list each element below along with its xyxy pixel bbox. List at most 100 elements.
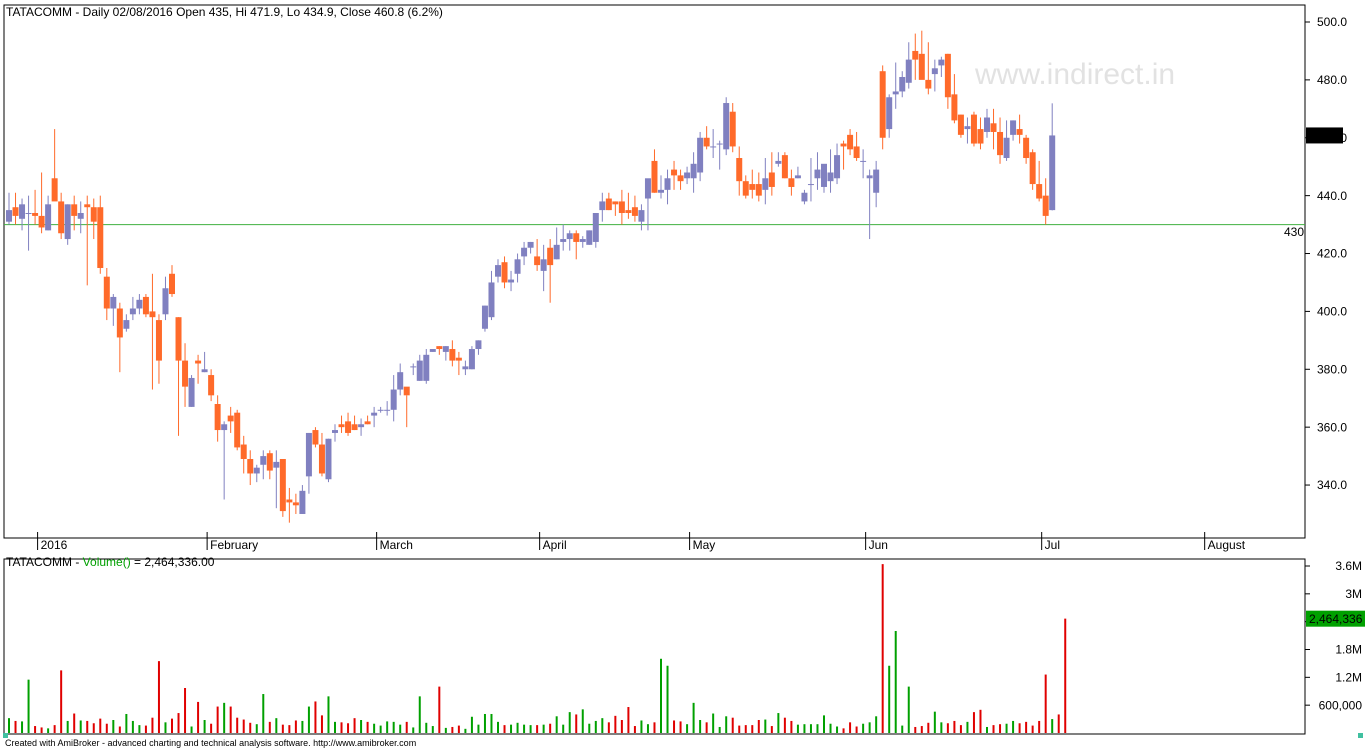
price-tick-label: 480.0 (1317, 73, 1347, 87)
candle-body (873, 169, 880, 193)
volume-bars (8, 564, 1067, 733)
candles (6, 30, 1056, 523)
month-tick-label: May (693, 538, 716, 552)
candle-body (332, 430, 338, 433)
candle-body (162, 288, 169, 315)
candle-body (221, 424, 228, 431)
candle-body (788, 178, 795, 187)
candle-body (814, 169, 821, 179)
candle-body (51, 178, 58, 202)
candle-body (840, 143, 847, 147)
candle-body (573, 233, 580, 242)
candle-body (605, 198, 612, 211)
candle-body (410, 366, 417, 368)
candle-body (188, 377, 195, 407)
candle-body (710, 146, 717, 148)
candle-body (19, 204, 26, 219)
candle-body (527, 241, 534, 248)
candle-body (84, 204, 91, 208)
candle-body (481, 305, 488, 329)
candle-body (403, 386, 410, 396)
candle-body (475, 340, 482, 350)
candle-body (286, 499, 293, 503)
candle-body (847, 134, 854, 150)
candle-body (618, 201, 625, 214)
month-tick-label: 2016 (41, 538, 68, 552)
last-volume-label: 2,464,336 (1309, 612, 1363, 626)
candle-body (12, 207, 19, 216)
candle-body (781, 155, 788, 179)
candle-body (234, 412, 241, 448)
candle-body (155, 320, 162, 361)
candle-body (129, 308, 136, 315)
candle-body (755, 184, 762, 196)
candle-body (612, 201, 619, 205)
candle-body (951, 94, 958, 121)
month-tick-label: March (380, 538, 413, 552)
scroll-marker-right[interactable] (1358, 733, 1363, 738)
candle-body (182, 360, 189, 387)
candle-body (736, 158, 743, 182)
candle-body (123, 320, 130, 329)
candle-body (501, 262, 508, 283)
price-y-axis: 500.0480.0460.0440.0420.0400.0380.0360.0… (1305, 15, 1347, 492)
candle-body (827, 172, 834, 182)
candle-body (429, 349, 436, 352)
candle-body (644, 178, 651, 199)
candle-body (71, 204, 78, 216)
volume-symbol: TATACOMM (6, 555, 72, 569)
last-close-label: 460.8 (1309, 129, 1339, 143)
candle-body (899, 76, 906, 92)
candle-body (260, 456, 267, 465)
candle-body (305, 432, 312, 477)
candle-body (886, 97, 893, 130)
candle-body (371, 412, 378, 416)
candle-body (175, 317, 182, 361)
candle-body (762, 178, 769, 190)
candle-body (768, 172, 775, 187)
month-tick-label: Jul (1045, 538, 1060, 552)
candle-body (253, 467, 260, 474)
candle-body (703, 137, 710, 147)
candle-body (677, 175, 684, 182)
candle-body (521, 247, 528, 257)
price-tick-label: 440.0 (1317, 189, 1347, 203)
candle-body (325, 438, 332, 480)
price-pane[interactable] (3, 4, 1306, 539)
candle-body (488, 282, 495, 318)
candle-body (25, 213, 32, 215)
candle-body (110, 296, 117, 309)
volume-y-axis: 3.6M 3M 1.8M 1.2M 600,000 (1305, 559, 1362, 712)
candle-body (318, 444, 325, 474)
candle-body (103, 276, 110, 309)
candle-body (351, 424, 358, 431)
candle-body (201, 369, 208, 373)
month-tick-label: August (1208, 538, 1246, 552)
last-volume-marker: 2,464,336 (1306, 610, 1365, 627)
candle-body (749, 184, 756, 190)
candle-body (514, 259, 521, 274)
candle-body (775, 160, 782, 164)
candle-body (977, 129, 984, 144)
candle-body (266, 453, 273, 471)
candle-body (358, 424, 365, 428)
price-tick-label: 420.0 (1317, 247, 1347, 261)
candle-body (468, 349, 475, 370)
candle-body (1042, 195, 1049, 216)
price-header: TATACOMM - Daily 02/08/2016 Open 435, Hi… (6, 5, 443, 19)
candle-body (273, 461, 280, 468)
candle-body (508, 279, 515, 283)
candle-body (227, 415, 234, 422)
candle-body (801, 192, 808, 202)
candle-body (638, 210, 645, 222)
candle-body (834, 155, 841, 179)
candle-body (247, 458, 254, 474)
candle-body (462, 366, 469, 370)
candle-body (984, 117, 990, 132)
scroll-marker-left[interactable] (3, 733, 8, 738)
candle-body (1036, 184, 1043, 199)
candle-body (345, 421, 352, 433)
volume-tick-label: 1.8M (1335, 643, 1362, 657)
candle-body (690, 163, 697, 179)
volume-pane[interactable] (3, 558, 1306, 735)
